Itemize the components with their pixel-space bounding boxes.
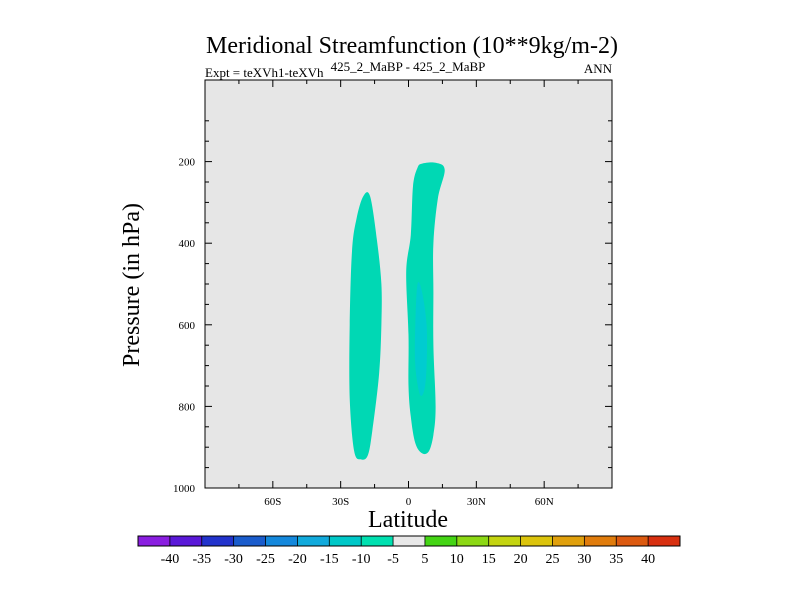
colorbar-label: -5	[387, 552, 399, 567]
colorbar-label: 20	[514, 552, 528, 567]
colorbar-label: 35	[609, 552, 623, 567]
colorbar: -40 -35 -30 -25 -20 -15 -10 -5 5 10 15 20 25 30 35 40	[137, 535, 681, 567]
colorbar-label: 30	[577, 552, 591, 567]
y-tick-label: 200	[179, 157, 196, 169]
colorbar-label: -40	[161, 552, 180, 567]
experiment-annotation: Expt = teXVh1-teXVh	[205, 65, 324, 80]
x-tick-label: 0	[406, 496, 412, 508]
x-axis-ticks: 60S 30S 0 30N 60N	[204, 80, 613, 508]
colorbar-swatch	[201, 536, 234, 546]
colorbar-swatch	[138, 536, 171, 546]
colorbar-swatch	[169, 536, 203, 546]
x-tick-label: 30N	[467, 496, 486, 508]
x-axis-label: Latitude	[368, 507, 448, 533]
colorbar-swatch	[552, 536, 585, 546]
contour-regions	[349, 162, 445, 460]
colorbar-label: -20	[288, 552, 307, 567]
y-tick-label: 800	[179, 401, 196, 413]
colorbar-swatch	[329, 536, 362, 546]
region-southern-cell	[349, 192, 382, 460]
y-tick-label: 1000	[173, 483, 196, 495]
region-northern-core	[414, 282, 428, 396]
colorbar-label: -25	[256, 552, 275, 567]
colorbar-label: 25	[546, 552, 560, 567]
colorbar-label: 15	[482, 552, 496, 567]
colorbar-swatch	[488, 536, 521, 546]
colorbar-swatch	[424, 536, 458, 546]
colorbar-swatch	[233, 536, 266, 546]
chart-title: Meridional Streamfunction (10**9kg/m-2)	[206, 33, 618, 59]
y-axis-ticks: 200 400 600 800 1000	[173, 120, 612, 495]
colorbar-swatch	[393, 536, 426, 546]
colorbar-swatch	[584, 536, 617, 546]
colorbar-label: 5	[421, 552, 428, 567]
season-annotation: ANN	[584, 61, 613, 76]
colorbar-swatch	[361, 536, 394, 546]
colorbar-swatch	[297, 536, 330, 546]
colorbar-label: -35	[192, 552, 211, 567]
colorbar-label: -15	[320, 552, 339, 567]
colorbar-label: -10	[352, 552, 371, 567]
y-tick-label: 400	[179, 238, 196, 250]
region-northern-cell	[406, 162, 445, 455]
x-tick-label: 60N	[535, 496, 554, 508]
colorbar-swatch	[616, 536, 649, 546]
colorbar-swatch	[648, 536, 681, 546]
colorbar-label: 40	[641, 552, 655, 567]
x-tick-label: 30S	[332, 496, 349, 508]
colorbar-label: 10	[450, 552, 464, 567]
colorbar-swatch	[265, 536, 298, 546]
colorbar-swatch	[520, 536, 553, 546]
colorbar-swatch	[456, 536, 489, 546]
colorbar-label: -30	[224, 552, 243, 567]
chart-subtitle: 425_2_MaBP - 425_2_MaBP	[331, 59, 486, 74]
y-tick-label: 600	[179, 320, 196, 332]
x-tick-label: 60S	[264, 496, 281, 508]
colorbar-frame	[137, 535, 681, 547]
y-axis-label: Pressure (in hPa)	[119, 203, 145, 367]
